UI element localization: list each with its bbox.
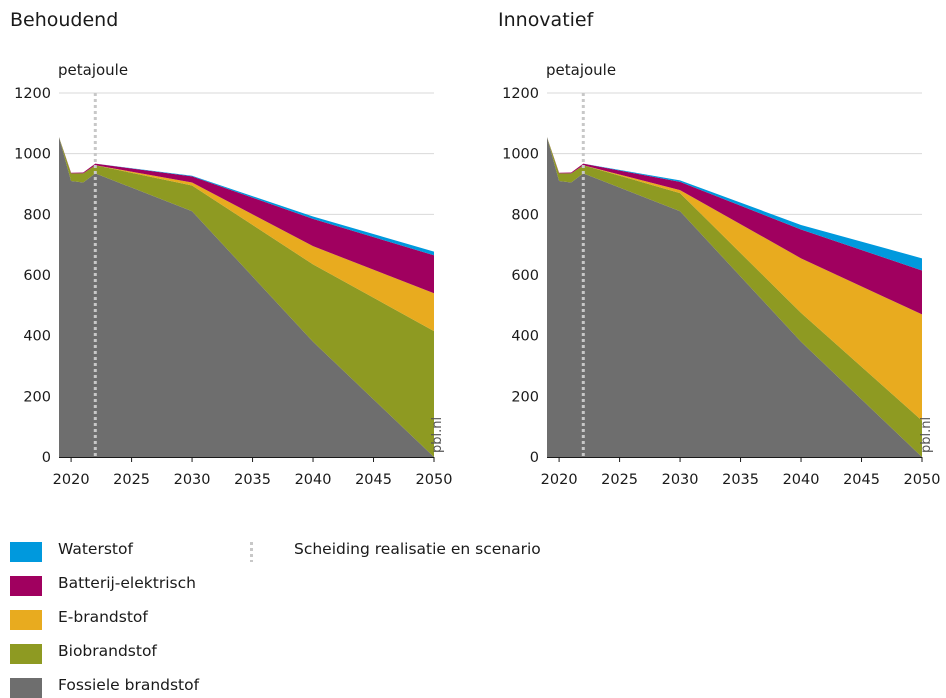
area-biobrandstof xyxy=(547,136,922,458)
legend-swatch-fossiele-brandstof xyxy=(10,678,42,698)
y-tick-label: 400 xyxy=(511,329,539,345)
x-tick-label: 2025 xyxy=(113,472,150,488)
y-axis-unit-label: petajoule xyxy=(546,61,616,79)
x-tick-label: 2035 xyxy=(722,472,759,488)
legend-item-separator: Scheiding realisatie en scenario xyxy=(250,540,590,564)
y-tick-label: 400 xyxy=(23,329,51,345)
legend-swatch-batterij-elektrisch xyxy=(10,576,42,596)
y-tick-label: 200 xyxy=(511,389,539,405)
legend-item-waterstof: Waterstof xyxy=(10,540,270,562)
legend-item-e-brandstof: E-brandstof xyxy=(10,608,270,630)
legend-swatch-biobrandstof xyxy=(10,644,42,664)
source-label: pbl.nl xyxy=(430,417,445,453)
x-tick-label: 2030 xyxy=(174,472,211,488)
area-fossiele-brandstof xyxy=(547,136,922,458)
x-tick-label: 2035 xyxy=(234,472,271,488)
y-tick-label: 1200 xyxy=(502,86,539,102)
y-tick-label: 200 xyxy=(23,389,51,405)
area-biobrandstof xyxy=(59,136,434,458)
legend-label-waterstof: Waterstof xyxy=(58,540,133,558)
y-tick-label: 1000 xyxy=(502,147,539,163)
y-tick-label: 600 xyxy=(23,268,51,284)
chart-title-behoudend: Behoudend xyxy=(10,9,119,31)
x-tick-label: 2025 xyxy=(601,472,638,488)
legend-label-batterij-elektrisch: Batterij-elektrisch xyxy=(58,574,196,592)
area-waterstof xyxy=(59,136,434,256)
area-batterij-elektrisch xyxy=(547,136,922,315)
legend-swatch-e-brandstof xyxy=(10,610,42,630)
x-tick-label: 2040 xyxy=(295,472,332,488)
y-tick-label: 800 xyxy=(511,207,539,223)
area-batterij-elektrisch xyxy=(59,136,434,294)
y-tick-label: 1000 xyxy=(14,147,51,163)
x-tick-label: 2045 xyxy=(843,472,880,488)
legend-label-biobrandstof: Biobrandstof xyxy=(58,642,157,660)
chart-title-innovatief: Innovatief xyxy=(498,9,594,31)
x-tick-label: 2050 xyxy=(904,472,941,488)
y-tick-label: 800 xyxy=(23,207,51,223)
y-tick-label: 0 xyxy=(42,450,51,466)
x-tick-label: 2020 xyxy=(541,472,578,488)
y-tick-label: 0 xyxy=(530,450,539,466)
legend-label-fossiele-brandstof: Fossiele brandstof xyxy=(58,676,200,694)
legend-label-e-brandstof: E-brandstof xyxy=(58,608,148,626)
legend-item-batterij-elektrisch: Batterij-elektrisch xyxy=(10,574,270,596)
separator-line-icon xyxy=(250,542,254,562)
y-axis-unit-label: petajoule xyxy=(58,61,128,79)
x-tick-label: 2045 xyxy=(355,472,392,488)
legend-label-separator: Scheiding realisatie en scenario xyxy=(294,540,541,558)
legend-item-fossiele-brandstof: Fossiele brandstof xyxy=(10,676,270,698)
x-tick-label: 2020 xyxy=(53,472,90,488)
x-tick-label: 2040 xyxy=(783,472,820,488)
chart-panel-innovatief: 2020 2025 2030 2035 2040 2045 2050 0 200 400 600 80… xyxy=(502,61,940,488)
x-tick-label: 2050 xyxy=(416,472,453,488)
y-tick-label: 1200 xyxy=(14,86,51,102)
x-tick-label: 2030 xyxy=(662,472,699,488)
legend-item-biobrandstof: Biobrandstof xyxy=(10,642,270,664)
area-waterstof xyxy=(547,136,922,271)
y-tick-label: 600 xyxy=(511,268,539,284)
area-fossiele-brandstof xyxy=(59,136,434,458)
source-label: pbl.nl xyxy=(919,417,934,453)
legend-swatch-waterstof xyxy=(10,542,42,562)
chart-panel-behoudend: 2020 2025 2030 2035 2040 2045 2050 0 200 400 600 80… xyxy=(14,61,452,488)
